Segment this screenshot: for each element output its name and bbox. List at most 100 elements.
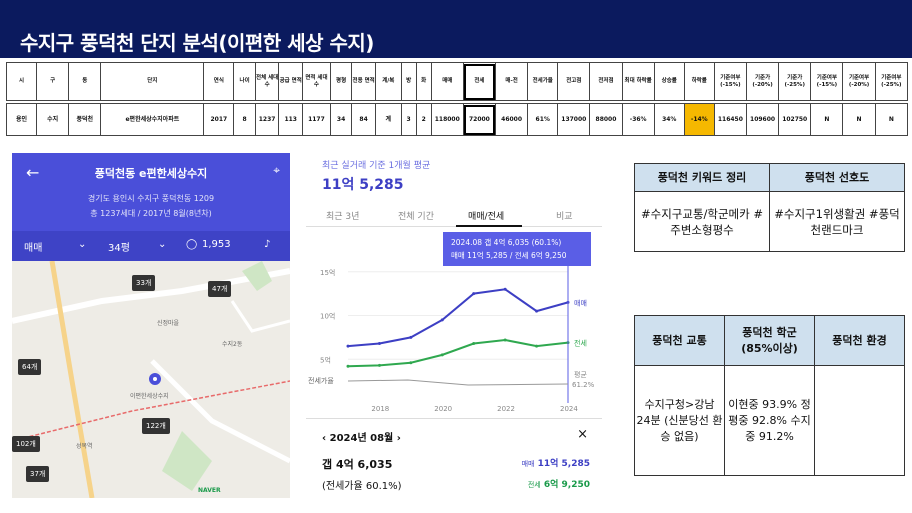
chart-tooltip: 2024.08 갭 4억 6,035 (60.1%) 매매 11억 5,285 … xyxy=(443,232,591,266)
sale-detail: 매매 11억 5,285 xyxy=(522,456,590,469)
x-tick-label: 2020 xyxy=(434,405,452,413)
table-cell: e편한세상수지아파트 xyxy=(100,103,205,136)
series-point xyxy=(503,287,507,291)
location-pin-icon[interactable]: ⌖ xyxy=(273,163,280,177)
side-label: 평균 xyxy=(574,370,587,379)
series-point xyxy=(472,292,476,296)
bell-icon[interactable]: ♪ xyxy=(264,239,271,250)
sale-value: 11억 5,285 xyxy=(537,459,590,469)
next-arrow-icon[interactable]: › xyxy=(396,433,401,444)
tab-recent-3y[interactable]: 최근 3년 xyxy=(326,212,360,222)
back-arrow-icon[interactable]: ← xyxy=(26,163,40,182)
tooltip-line1: 2024.08 갭 4억 6,035 (60.1%) xyxy=(451,238,562,247)
chevron-down-icon[interactable]: ⌄ xyxy=(78,239,87,250)
series-label: 매매 xyxy=(574,299,587,307)
table-header-cell: 기준여부 (-20%) xyxy=(842,62,876,101)
y-tick-label: 15억 xyxy=(320,269,335,277)
table-cell: 118000 xyxy=(430,103,464,136)
x-tick-label: 2024 xyxy=(560,405,578,413)
map-cluster-marker[interactable]: 64개 xyxy=(18,359,42,375)
map-cluster-marker[interactable]: 122개 xyxy=(142,418,170,434)
table-header-cell: 전세가율 xyxy=(527,62,559,101)
map-cluster-marker[interactable]: 37개 xyxy=(26,466,50,482)
table-header-cell: 방 xyxy=(400,62,417,101)
table-cell: 2 xyxy=(415,103,432,136)
school-header: 풍덕천 학군 (85%이상) xyxy=(724,315,815,366)
jeonse-label: 전세 xyxy=(527,481,541,489)
table-header-cell: 매-전 xyxy=(495,62,529,101)
map-cluster-marker[interactable]: 47개 xyxy=(208,281,232,297)
y-tick-label: 10억 xyxy=(320,313,335,321)
table-header-cell: 기준가 (-25%) xyxy=(778,62,812,101)
table-cell: 61% xyxy=(527,103,559,136)
filter-bar: 매매 ⌄ 34평 ⌄ ◯ 1,953 ♪ xyxy=(12,231,290,261)
transport-header: 풍덕천 교통 xyxy=(634,315,725,366)
chevron-down-icon[interactable]: ⌄ xyxy=(158,239,167,250)
table-header-cell: 최대 하락률 xyxy=(621,62,655,101)
price-chart-panel: 최근 실거래 기준 1개월 평균 11억 5,285 최근 3년 전체 기간 매… xyxy=(306,153,602,498)
table-cell: 109600 xyxy=(745,103,780,136)
tab-compare[interactable]: 비교 xyxy=(556,212,573,222)
tooltip-line2: 매매 11억 5,285 / 전세 6억 9,250 xyxy=(451,251,567,260)
table-cell: 수지 xyxy=(36,103,70,136)
title-bar: 수지구 풍덕천 단지 분석(이편한 세상 수지) xyxy=(0,0,912,58)
table-header-cell: 기준여부 (-15%) xyxy=(713,62,747,101)
table-header-cell: 기준여부 (-15%) xyxy=(810,62,844,101)
environment-table: 풍덕천 교통 풍덕천 학군 (85%이상) 풍덕천 환경 수지구청>강남 24분… xyxy=(634,315,905,476)
x-tick-label: 2022 xyxy=(497,405,515,413)
table-cell: 84 xyxy=(351,103,376,136)
tab-all-period[interactable]: 전체 기간 xyxy=(398,212,434,222)
table-row: 용인 수지 풍덕천 e편한세상수지아파트 2017 8 1237 113 1177 34 84 계 3 2… xyxy=(5,103,909,136)
map-label: 수지2동 xyxy=(222,341,243,348)
table-cell: 88000 xyxy=(589,103,623,136)
table-header-cell: 계/복 xyxy=(374,62,402,101)
preference-header: 풍덕천 선호도 xyxy=(769,163,905,192)
close-icon[interactable]: × xyxy=(577,427,588,442)
chart-price: 11억 5,285 xyxy=(322,177,404,193)
table-cell: 8 xyxy=(233,103,256,136)
table-header-cell: 매매 xyxy=(430,62,464,101)
map-canvas[interactable]: 33개 47개 64개 122개 102개 37개 신정마을 수지2동 이편한세… xyxy=(12,260,290,498)
series-point xyxy=(377,363,381,367)
table-cell: 1177 xyxy=(302,103,331,136)
environment-value xyxy=(814,365,905,476)
table-cell: 34% xyxy=(653,103,685,136)
table-cell: 137000 xyxy=(557,103,591,136)
map-label: 이편한세상수지 xyxy=(130,393,169,400)
table-cell: -14% xyxy=(683,103,715,136)
keyword-table: 풍덕천 키워드 정리 풍덕천 선호도 #수지구교통/학군메카 #주변소형평수 #… xyxy=(634,163,905,252)
jeonse-detail: 전세 6억 9,250 xyxy=(528,477,590,490)
size-dropdown[interactable]: 34평 xyxy=(108,243,130,254)
table-cell: 46000 xyxy=(495,103,529,136)
y-tick-label: 5억 xyxy=(320,356,331,364)
deal-type-dropdown[interactable]: 매매 xyxy=(24,243,43,254)
map-cluster-marker[interactable]: 102개 xyxy=(12,436,40,452)
series-point xyxy=(346,344,350,348)
table-header-cell: 기준가 (-20%) xyxy=(745,62,780,101)
detail-date: ‹ 2024년 08월 › xyxy=(322,429,401,444)
apartment-data-table: 시 구 동 단지 연식 나이 전체 세대수 공급 면적 면적 세대수 평형 전용 면적 계/복 방 화 매매… xyxy=(5,62,909,136)
comment-icon[interactable]: ◯ xyxy=(186,239,198,250)
comment-count[interactable]: 1,953 xyxy=(202,239,231,250)
table-cell: N xyxy=(874,103,909,136)
map-panel: ← 풍덕천동 e편한세상수지 ⌖ 경기도 용인시 수지구 풍덕천동 1209 총… xyxy=(12,153,290,498)
detail-date-text: 2024년 08월 xyxy=(329,433,394,444)
table-header-cell: 전고점 xyxy=(557,62,591,101)
map-label: 성복역 xyxy=(76,443,93,450)
series-point xyxy=(503,338,507,342)
map-cluster-marker[interactable]: 33개 xyxy=(132,275,156,291)
series-label: 전세 xyxy=(574,339,587,348)
series-point xyxy=(472,342,476,345)
map-roads xyxy=(12,260,290,498)
side-value: 61.2% xyxy=(572,381,595,389)
prev-arrow-icon[interactable]: ‹ xyxy=(322,433,327,444)
map-label: 신정마을 xyxy=(157,320,180,327)
series-point xyxy=(440,353,444,357)
series-point xyxy=(346,364,350,368)
tab-sale-jeonse[interactable]: 매매/전세 xyxy=(468,212,505,222)
table-header-cell: 기준여부 (-25%) xyxy=(874,62,909,101)
chart-caption: 최근 실거래 기준 1개월 평균 xyxy=(322,161,431,171)
table-header-cell: 공급 면적 xyxy=(278,62,303,101)
table-cell: -36% xyxy=(621,103,655,136)
